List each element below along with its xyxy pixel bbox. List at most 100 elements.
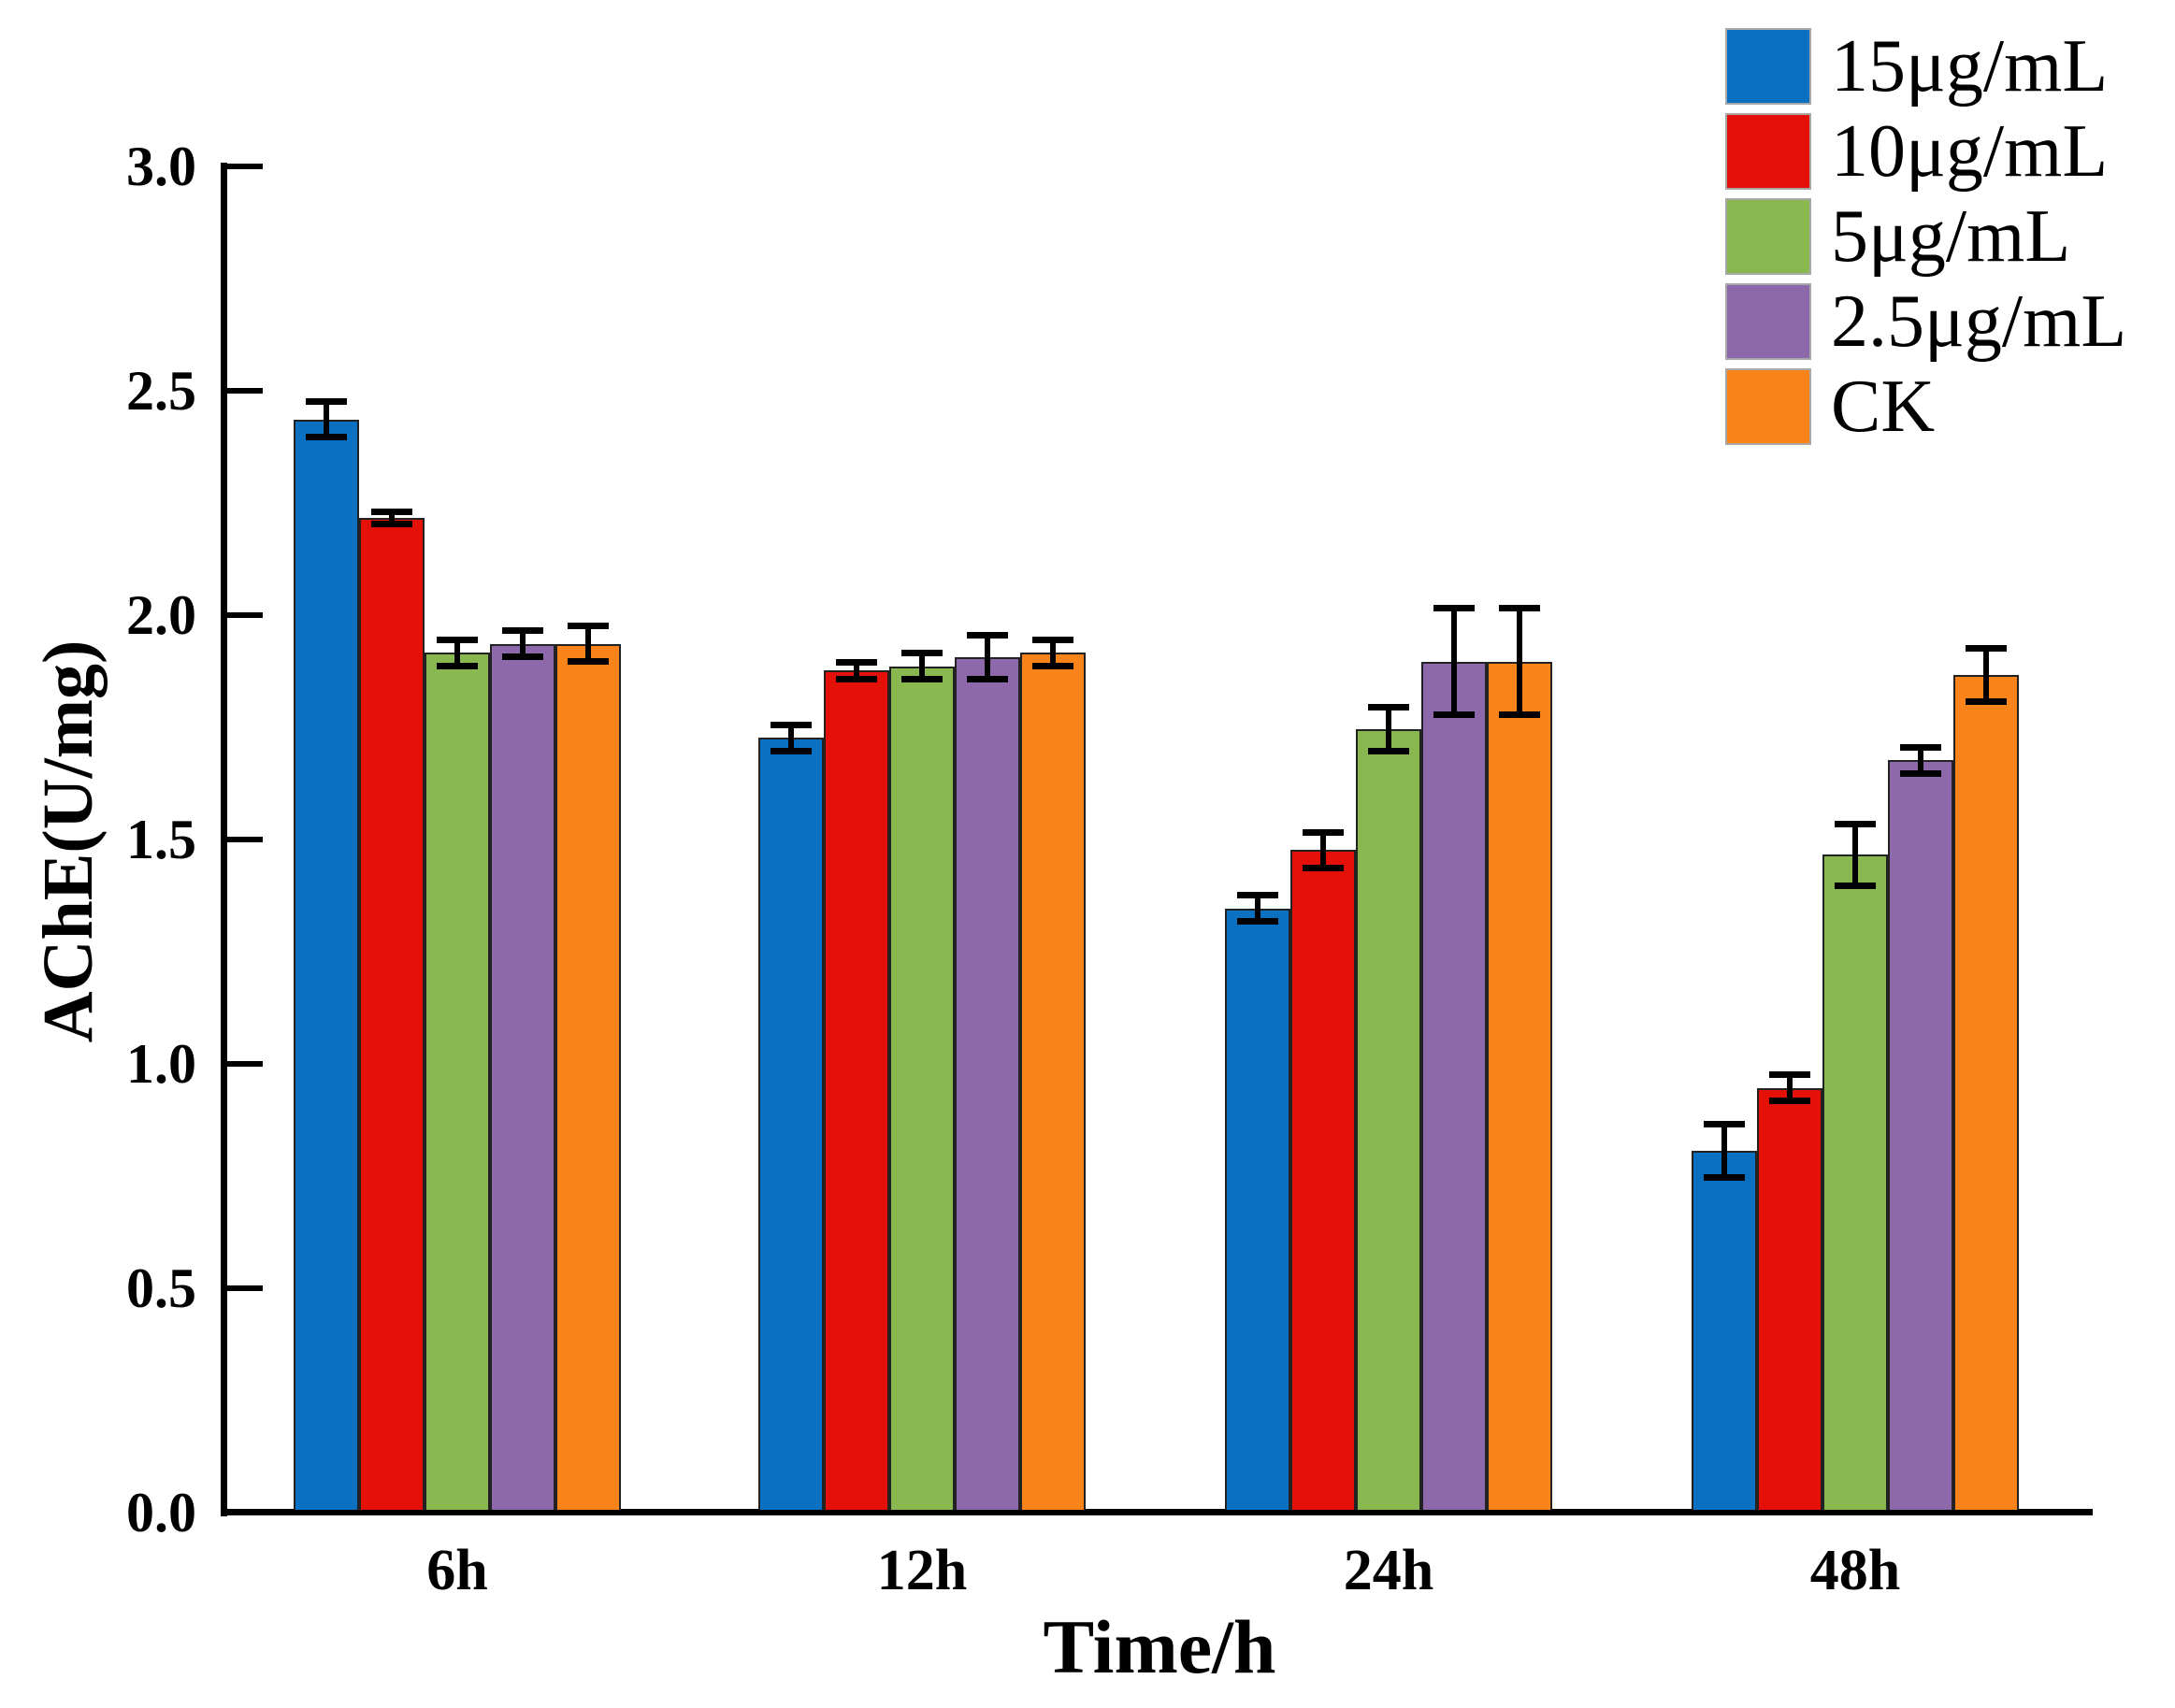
y-tick-label: 2.0 xyxy=(126,584,196,646)
bar-12h-5μg/mL xyxy=(889,666,955,1510)
error-bar-cap-bottom xyxy=(1237,918,1278,926)
error-bar-line xyxy=(1983,648,1989,702)
x-category-label: 24h xyxy=(1343,1539,1434,1602)
legend-label: 5μg/mL xyxy=(1831,195,2071,278)
error-bar-cap-bottom xyxy=(771,747,812,754)
error-bar-cap-bottom xyxy=(502,653,543,660)
error-bar-cap-bottom xyxy=(1966,698,2007,705)
error-bar-line xyxy=(1320,832,1326,868)
error-bar-line xyxy=(454,639,460,667)
error-bar-cap-top xyxy=(1433,605,1475,612)
x-category-label: 12h xyxy=(876,1539,968,1602)
error-bar-cap-bottom xyxy=(371,521,412,528)
error-bar-cap-top xyxy=(771,722,812,728)
error-bar-cap-top xyxy=(1237,892,1278,899)
y-tick xyxy=(227,612,263,618)
error-bar-cap-bottom xyxy=(1900,769,1941,777)
error-bar-cap-bottom xyxy=(568,657,609,665)
error-bar-cap-bottom xyxy=(1032,662,1073,669)
error-bar-cap-top xyxy=(1835,820,1876,827)
error-bar-cap-bottom xyxy=(1835,882,1876,889)
error-bar-line xyxy=(1386,706,1391,752)
y-tick-label: 0.5 xyxy=(126,1257,196,1319)
bar-48h-10μg/mL xyxy=(1757,1087,1822,1510)
error-bar-cap-top xyxy=(836,658,877,666)
error-bar-cap-bottom xyxy=(1433,711,1475,719)
bar-24h-2.5μg/mL xyxy=(1421,661,1487,1510)
error-bar-line xyxy=(985,635,990,680)
x-axis-line xyxy=(221,1509,2093,1515)
bar-24h-CK xyxy=(1487,661,1552,1510)
bar-24h-10μg/mL xyxy=(1290,850,1356,1510)
bar-48h-CK xyxy=(1953,675,2019,1510)
error-bar-cap-top xyxy=(568,623,609,630)
error-bar-cap-top xyxy=(1499,605,1540,612)
error-bar-cap-top xyxy=(437,636,478,643)
legend-swatch-2.5μg/mL xyxy=(1725,283,1811,360)
legend-swatch-CK xyxy=(1725,368,1811,445)
bar-48h-5μg/mL xyxy=(1822,854,1888,1510)
error-bar-cap-top xyxy=(1303,829,1344,837)
error-bar-cap-top xyxy=(371,509,412,515)
error-bar-cap-top xyxy=(1032,636,1073,643)
error-bar-line xyxy=(1517,608,1522,716)
bar-6h-10μg/mL xyxy=(359,518,425,1510)
error-bar-cap-top xyxy=(1966,645,2007,653)
y-tick xyxy=(227,388,263,394)
error-bar-line xyxy=(854,661,859,680)
legend-label: 2.5μg/mL xyxy=(1831,280,2127,363)
y-tick-label: 1.0 xyxy=(126,1033,196,1095)
bar-6h-5μg/mL xyxy=(425,653,490,1510)
error-bar-cap-top xyxy=(1704,1121,1745,1128)
error-bar-cap-top xyxy=(1900,744,1941,751)
error-bar-cap-top xyxy=(502,627,543,635)
error-bar-cap-bottom xyxy=(1368,747,1409,754)
x-category-label: 48h xyxy=(1809,1539,1901,1602)
error-bar-cap-top xyxy=(306,398,347,406)
error-bar-cap-bottom xyxy=(1499,711,1540,719)
error-bar-line xyxy=(1787,1074,1793,1102)
legend-label: 10μg/mL xyxy=(1831,110,2109,193)
error-bar-line xyxy=(1255,895,1260,923)
y-tick xyxy=(227,164,263,169)
error-bar-line xyxy=(1451,608,1457,716)
error-bar-line xyxy=(324,401,329,438)
error-bar-line xyxy=(788,725,794,752)
bar-12h-CK xyxy=(1020,653,1086,1510)
error-bar-line xyxy=(1918,747,1923,774)
error-bar-cap-bottom xyxy=(306,433,347,440)
bar-6h-CK xyxy=(555,643,621,1510)
error-bar-cap-bottom xyxy=(967,676,1008,682)
error-bar-cap-top xyxy=(967,632,1008,639)
bar-24h-5μg/mL xyxy=(1356,728,1421,1510)
legend-swatch-5μg/mL xyxy=(1725,198,1811,275)
error-bar-line xyxy=(1852,823,1858,886)
error-bar-line xyxy=(1050,639,1056,667)
error-bar-cap-bottom xyxy=(836,676,877,682)
y-axis-line xyxy=(221,163,227,1516)
y-tick xyxy=(227,1061,263,1067)
bar-6h-15μg/mL xyxy=(294,419,359,1510)
error-bar-cap-bottom xyxy=(901,676,943,682)
legend-swatch-15μg/mL xyxy=(1725,28,1811,105)
legend-label: CK xyxy=(1831,366,1936,448)
bar-6h-2.5μg/mL xyxy=(490,643,555,1510)
error-bar-line xyxy=(919,653,925,680)
bar-48h-15μg/mL xyxy=(1692,1151,1757,1510)
error-bar-cap-bottom xyxy=(1303,864,1344,871)
error-bar-cap-bottom xyxy=(437,662,478,669)
bar-24h-15μg/mL xyxy=(1225,908,1290,1510)
error-bar-cap-top xyxy=(1368,703,1409,710)
y-tick-label: 1.5 xyxy=(126,809,196,870)
bar-12h-15μg/mL xyxy=(758,738,824,1510)
y-tick-label: 3.0 xyxy=(126,136,196,197)
bar-48h-2.5μg/mL xyxy=(1888,760,1953,1510)
error-bar-line xyxy=(1721,1124,1727,1178)
bar-12h-10μg/mL xyxy=(824,670,889,1510)
legend-swatch-10μg/mL xyxy=(1725,113,1811,190)
error-bar-line xyxy=(520,630,526,657)
error-bar-cap-top xyxy=(901,650,943,657)
x-axis-title: Time/h xyxy=(1043,1604,1276,1689)
error-bar-line xyxy=(585,625,591,662)
